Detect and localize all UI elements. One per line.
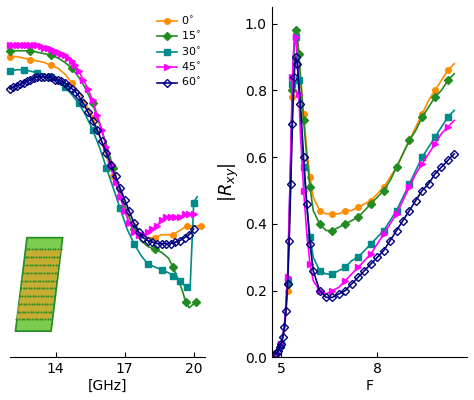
Polygon shape — [17, 249, 61, 320]
Polygon shape — [16, 238, 63, 331]
X-axis label: [GHz]: [GHz] — [88, 379, 127, 393]
Legend: 0$^{\circ}$, 15$^{\circ}$, 30$^{\circ}$, 45$^{\circ}$, 60$^{\circ}$: 0$^{\circ}$, 15$^{\circ}$, 30$^{\circ}$,… — [155, 12, 203, 91]
X-axis label: F: F — [365, 379, 374, 393]
Y-axis label: $|R_{xy}|$: $|R_{xy}|$ — [216, 162, 240, 202]
